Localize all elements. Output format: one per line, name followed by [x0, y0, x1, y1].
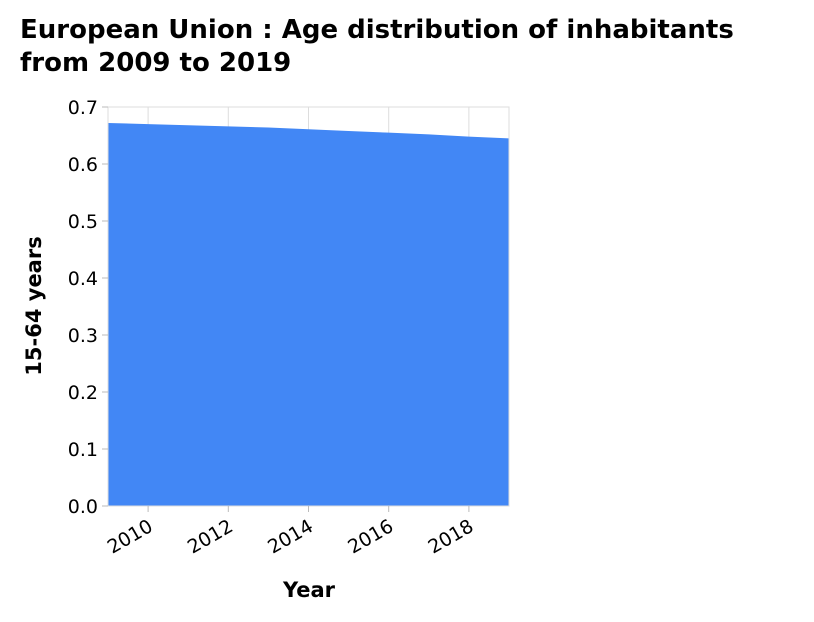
y-tick-label: 0.6 [68, 154, 98, 176]
y-tick-label: 0.3 [68, 325, 98, 347]
x-axis-title: Year [282, 578, 336, 602]
x-tick-label: 2012 [184, 515, 237, 558]
area-series-0 [108, 122, 509, 507]
chart-title: European Union : Age distribution of inh… [20, 15, 734, 78]
y-tick-label: 0.0 [68, 496, 98, 518]
area-series [108, 122, 509, 507]
y-tick-label: 0.7 [68, 97, 98, 119]
y-tick-label: 0.5 [68, 211, 98, 233]
x-tick-label: 2010 [104, 515, 157, 558]
x-tick-label: 2014 [264, 515, 317, 558]
y-tick-label: 0.1 [68, 439, 98, 461]
y-axis-title: 15-64 years [22, 236, 46, 375]
y-tick-label: 0.4 [68, 268, 98, 290]
y-axis-ticks: 0.0 0.1 0.2 0.3 0.4 0.5 0.6 0.7 [68, 97, 108, 518]
x-tick-label: 2018 [425, 515, 478, 558]
y-tick-label: 0.2 [68, 382, 98, 404]
x-axis-ticks: 2010 2012 2014 2016 2018 [104, 506, 478, 559]
x-tick-label: 2016 [344, 515, 397, 558]
